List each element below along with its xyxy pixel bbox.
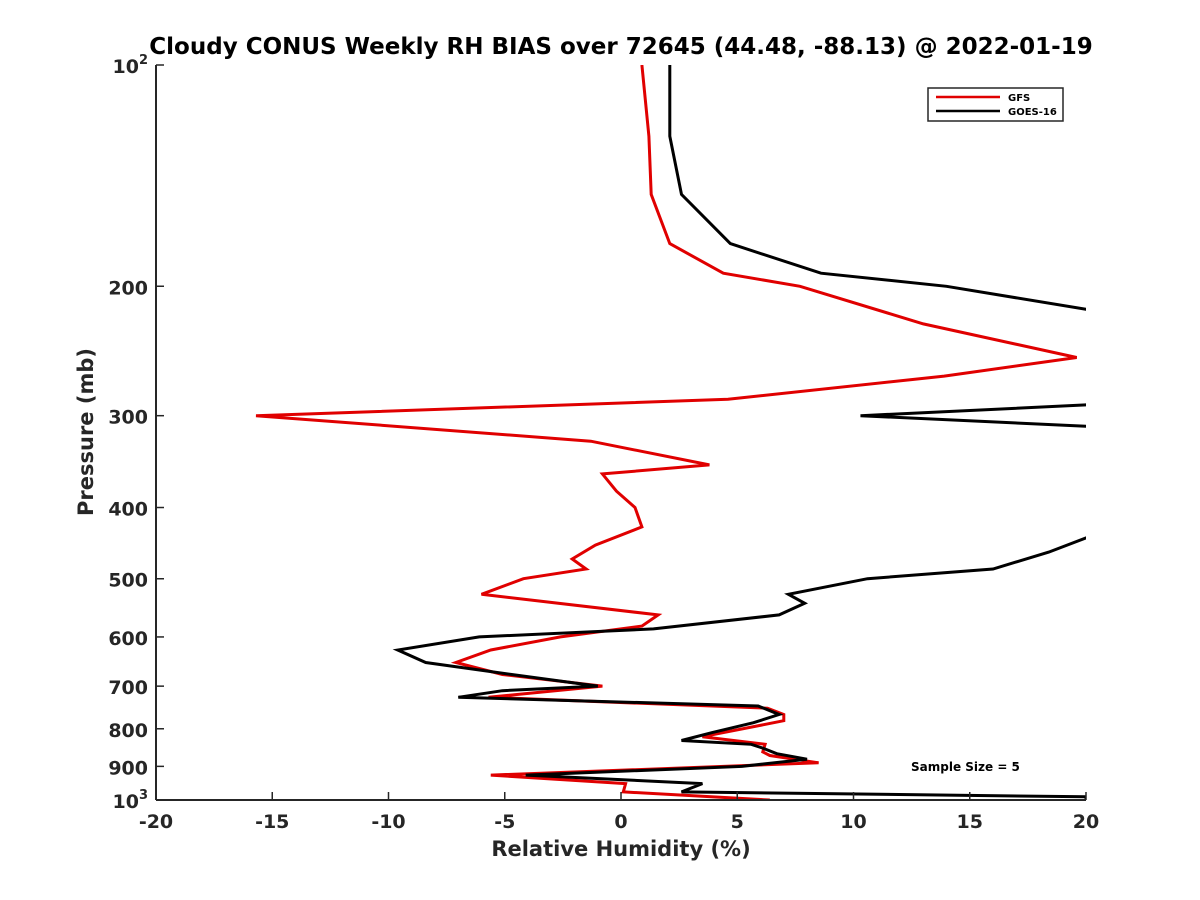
legend: GFS GOES-16 — [927, 87, 1064, 122]
x-tick-label: -15 — [255, 811, 289, 833]
y-axis-label: Pressure (mb) — [74, 348, 98, 516]
y-tick-label: 700 — [108, 677, 148, 699]
legend-label-goes16: GOES-16 — [1008, 107, 1057, 118]
x-tick-label: -10 — [371, 811, 405, 833]
series-layer — [255, 65, 1086, 800]
y-tick-label: 800 — [108, 720, 148, 742]
x-tick-label: 0 — [614, 811, 627, 833]
x-tick-label: -5 — [494, 811, 515, 833]
x-tick-label: 15 — [957, 811, 983, 833]
y-tick-label: 500 — [108, 570, 148, 592]
series-line-gfs — [255, 65, 1078, 800]
x-tick-label: 20 — [1073, 811, 1099, 833]
y-tick-label: 900 — [108, 757, 148, 779]
legend-box — [927, 87, 1064, 122]
y-axis-ticks: 102 200 300 400 500 600 700 800 900 103 — [108, 53, 164, 813]
x-tick-label: 5 — [731, 811, 744, 833]
chart-title: Cloudy CONUS Weekly RH BIAS over 72645 (… — [149, 34, 1092, 60]
legend-label-gfs: GFS — [1008, 93, 1030, 104]
y-tick-label: 102 — [113, 53, 149, 78]
x-axis-ticks: -20 -15 -10 -5 0 5 10 15 20 — [139, 792, 1099, 833]
x-tick-label: 10 — [840, 811, 866, 833]
y-tick-label: 300 — [108, 407, 148, 429]
y-tick-label: 200 — [108, 277, 148, 299]
y-tick-label: 600 — [108, 628, 148, 650]
sample-size-annotation: Sample Size = 5 — [911, 760, 1020, 774]
y-tick-label: 400 — [108, 499, 148, 521]
y-tick-label: 103 — [113, 788, 149, 813]
x-tick-label: -20 — [139, 811, 173, 833]
x-axis-label: Relative Humidity (%) — [491, 837, 750, 861]
series-line-goes16 — [392, 65, 1086, 800]
